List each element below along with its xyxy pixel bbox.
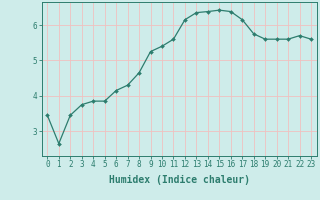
X-axis label: Humidex (Indice chaleur): Humidex (Indice chaleur) (109, 175, 250, 185)
